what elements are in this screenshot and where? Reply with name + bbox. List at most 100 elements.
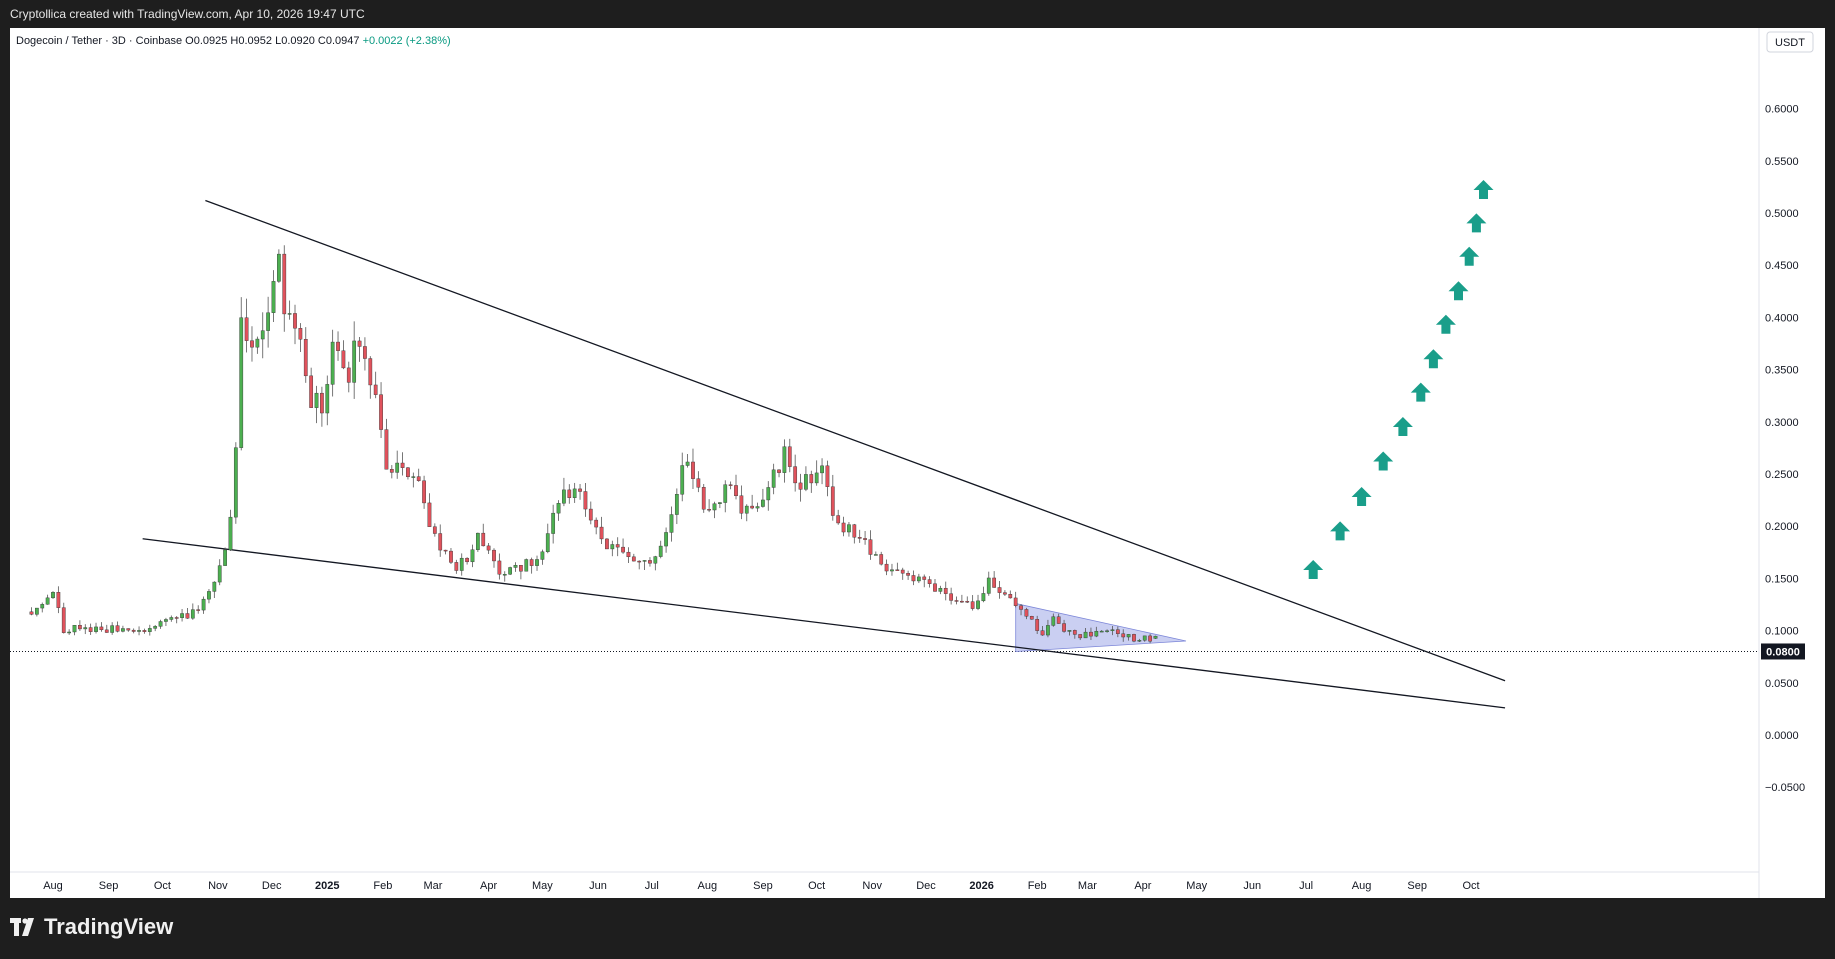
- candle[interactable]: [933, 579, 937, 592]
- candle[interactable]: [1142, 635, 1147, 642]
- candle[interactable]: [847, 522, 851, 537]
- candle[interactable]: [1094, 626, 1099, 638]
- up-arrow-icon[interactable]: [1330, 521, 1351, 541]
- candle[interactable]: [1024, 607, 1029, 620]
- candle[interactable]: [916, 573, 921, 584]
- up-arrow-icon[interactable]: [1351, 487, 1372, 506]
- up-arrow-icon[interactable]: [1448, 281, 1469, 301]
- candle[interactable]: [626, 547, 631, 563]
- candle[interactable]: [239, 297, 244, 451]
- candle[interactable]: [212, 581, 217, 599]
- candle[interactable]: [841, 516, 846, 537]
- candle[interactable]: [637, 560, 642, 570]
- candle[interactable]: [217, 559, 222, 586]
- candle[interactable]: [45, 594, 50, 605]
- candle[interactable]: [250, 326, 254, 362]
- candle[interactable]: [567, 484, 572, 504]
- candle[interactable]: [260, 312, 265, 359]
- candle[interactable]: [137, 626, 141, 636]
- candle[interactable]: [519, 565, 523, 580]
- candle[interactable]: [126, 628, 131, 632]
- candle[interactable]: [325, 375, 330, 426]
- candle[interactable]: [927, 576, 932, 588]
- up-arrow-icon[interactable]: [1423, 349, 1444, 369]
- lower-trendline[interactable]: [142, 538, 1506, 709]
- candle[interactable]: [588, 501, 593, 525]
- candle[interactable]: [131, 628, 136, 634]
- up-arrow-icon[interactable]: [1435, 314, 1456, 334]
- candle[interactable]: [1040, 626, 1045, 636]
- candle[interactable]: [685, 454, 690, 468]
- candle[interactable]: [997, 580, 1002, 599]
- candle[interactable]: [99, 622, 104, 632]
- candle[interactable]: [1137, 638, 1142, 643]
- up-arrow-icon[interactable]: [1459, 246, 1480, 266]
- candle[interactable]: [320, 386, 324, 427]
- candle[interactable]: [336, 331, 340, 361]
- candle[interactable]: [1029, 615, 1034, 620]
- candle[interactable]: [341, 340, 346, 370]
- candle[interactable]: [777, 469, 781, 478]
- candle[interactable]: [551, 504, 556, 544]
- candle[interactable]: [373, 371, 378, 399]
- candle[interactable]: [180, 608, 184, 622]
- candle[interactable]: [486, 543, 491, 554]
- candle[interactable]: [809, 470, 814, 493]
- candle[interactable]: [233, 442, 238, 524]
- candle[interactable]: [1126, 634, 1131, 641]
- candle[interactable]: [868, 530, 873, 560]
- candle[interactable]: [949, 587, 953, 605]
- candle[interactable]: [954, 596, 959, 605]
- candle[interactable]: [873, 551, 878, 556]
- candle[interactable]: [1035, 615, 1040, 635]
- candle[interactable]: [680, 452, 685, 502]
- candle[interactable]: [416, 468, 421, 482]
- candle[interactable]: [739, 485, 744, 520]
- candle[interactable]: [389, 465, 394, 479]
- candle[interactable]: [346, 361, 351, 393]
- candle[interactable]: [1078, 634, 1083, 641]
- candle[interactable]: [524, 558, 529, 572]
- candle[interactable]: [277, 249, 281, 283]
- candle[interactable]: [422, 475, 426, 509]
- candle[interactable]: [884, 559, 889, 576]
- candle[interactable]: [190, 603, 195, 620]
- candle[interactable]: [196, 605, 201, 614]
- candle[interactable]: [314, 385, 319, 424]
- candle[interactable]: [1003, 590, 1007, 597]
- candle[interactable]: [766, 481, 771, 511]
- candle[interactable]: [712, 501, 717, 519]
- candle[interactable]: [110, 622, 115, 635]
- candle[interactable]: [502, 571, 507, 582]
- candle[interactable]: [906, 570, 910, 580]
- candle[interactable]: [153, 625, 158, 632]
- candle[interactable]: [658, 540, 663, 559]
- candle[interactable]: [621, 538, 625, 554]
- candle[interactable]: [900, 567, 905, 580]
- candle[interactable]: [669, 506, 674, 542]
- up-arrow-icon[interactable]: [1473, 180, 1494, 199]
- candle[interactable]: [750, 494, 754, 510]
- candle[interactable]: [691, 448, 695, 489]
- up-arrow-icon[interactable]: [1392, 417, 1413, 436]
- candle[interactable]: [481, 523, 486, 547]
- candle[interactable]: [1056, 613, 1061, 624]
- candle[interactable]: [271, 270, 276, 322]
- candle[interactable]: [83, 624, 88, 635]
- candle[interactable]: [255, 336, 260, 354]
- candle[interactable]: [1046, 619, 1050, 638]
- candle[interactable]: [1089, 627, 1093, 640]
- candle[interactable]: [1099, 630, 1104, 633]
- candle[interactable]: [492, 548, 496, 568]
- candle[interactable]: [223, 547, 227, 566]
- candle[interactable]: [857, 529, 862, 543]
- candle[interactable]: [610, 540, 615, 557]
- candle[interactable]: [40, 602, 45, 613]
- candle[interactable]: [529, 557, 534, 574]
- candle[interactable]: [879, 551, 884, 566]
- candle[interactable]: [465, 557, 469, 565]
- candle[interactable]: [508, 566, 512, 576]
- candle[interactable]: [379, 382, 383, 438]
- candle[interactable]: [664, 527, 668, 553]
- candle[interactable]: [535, 555, 539, 571]
